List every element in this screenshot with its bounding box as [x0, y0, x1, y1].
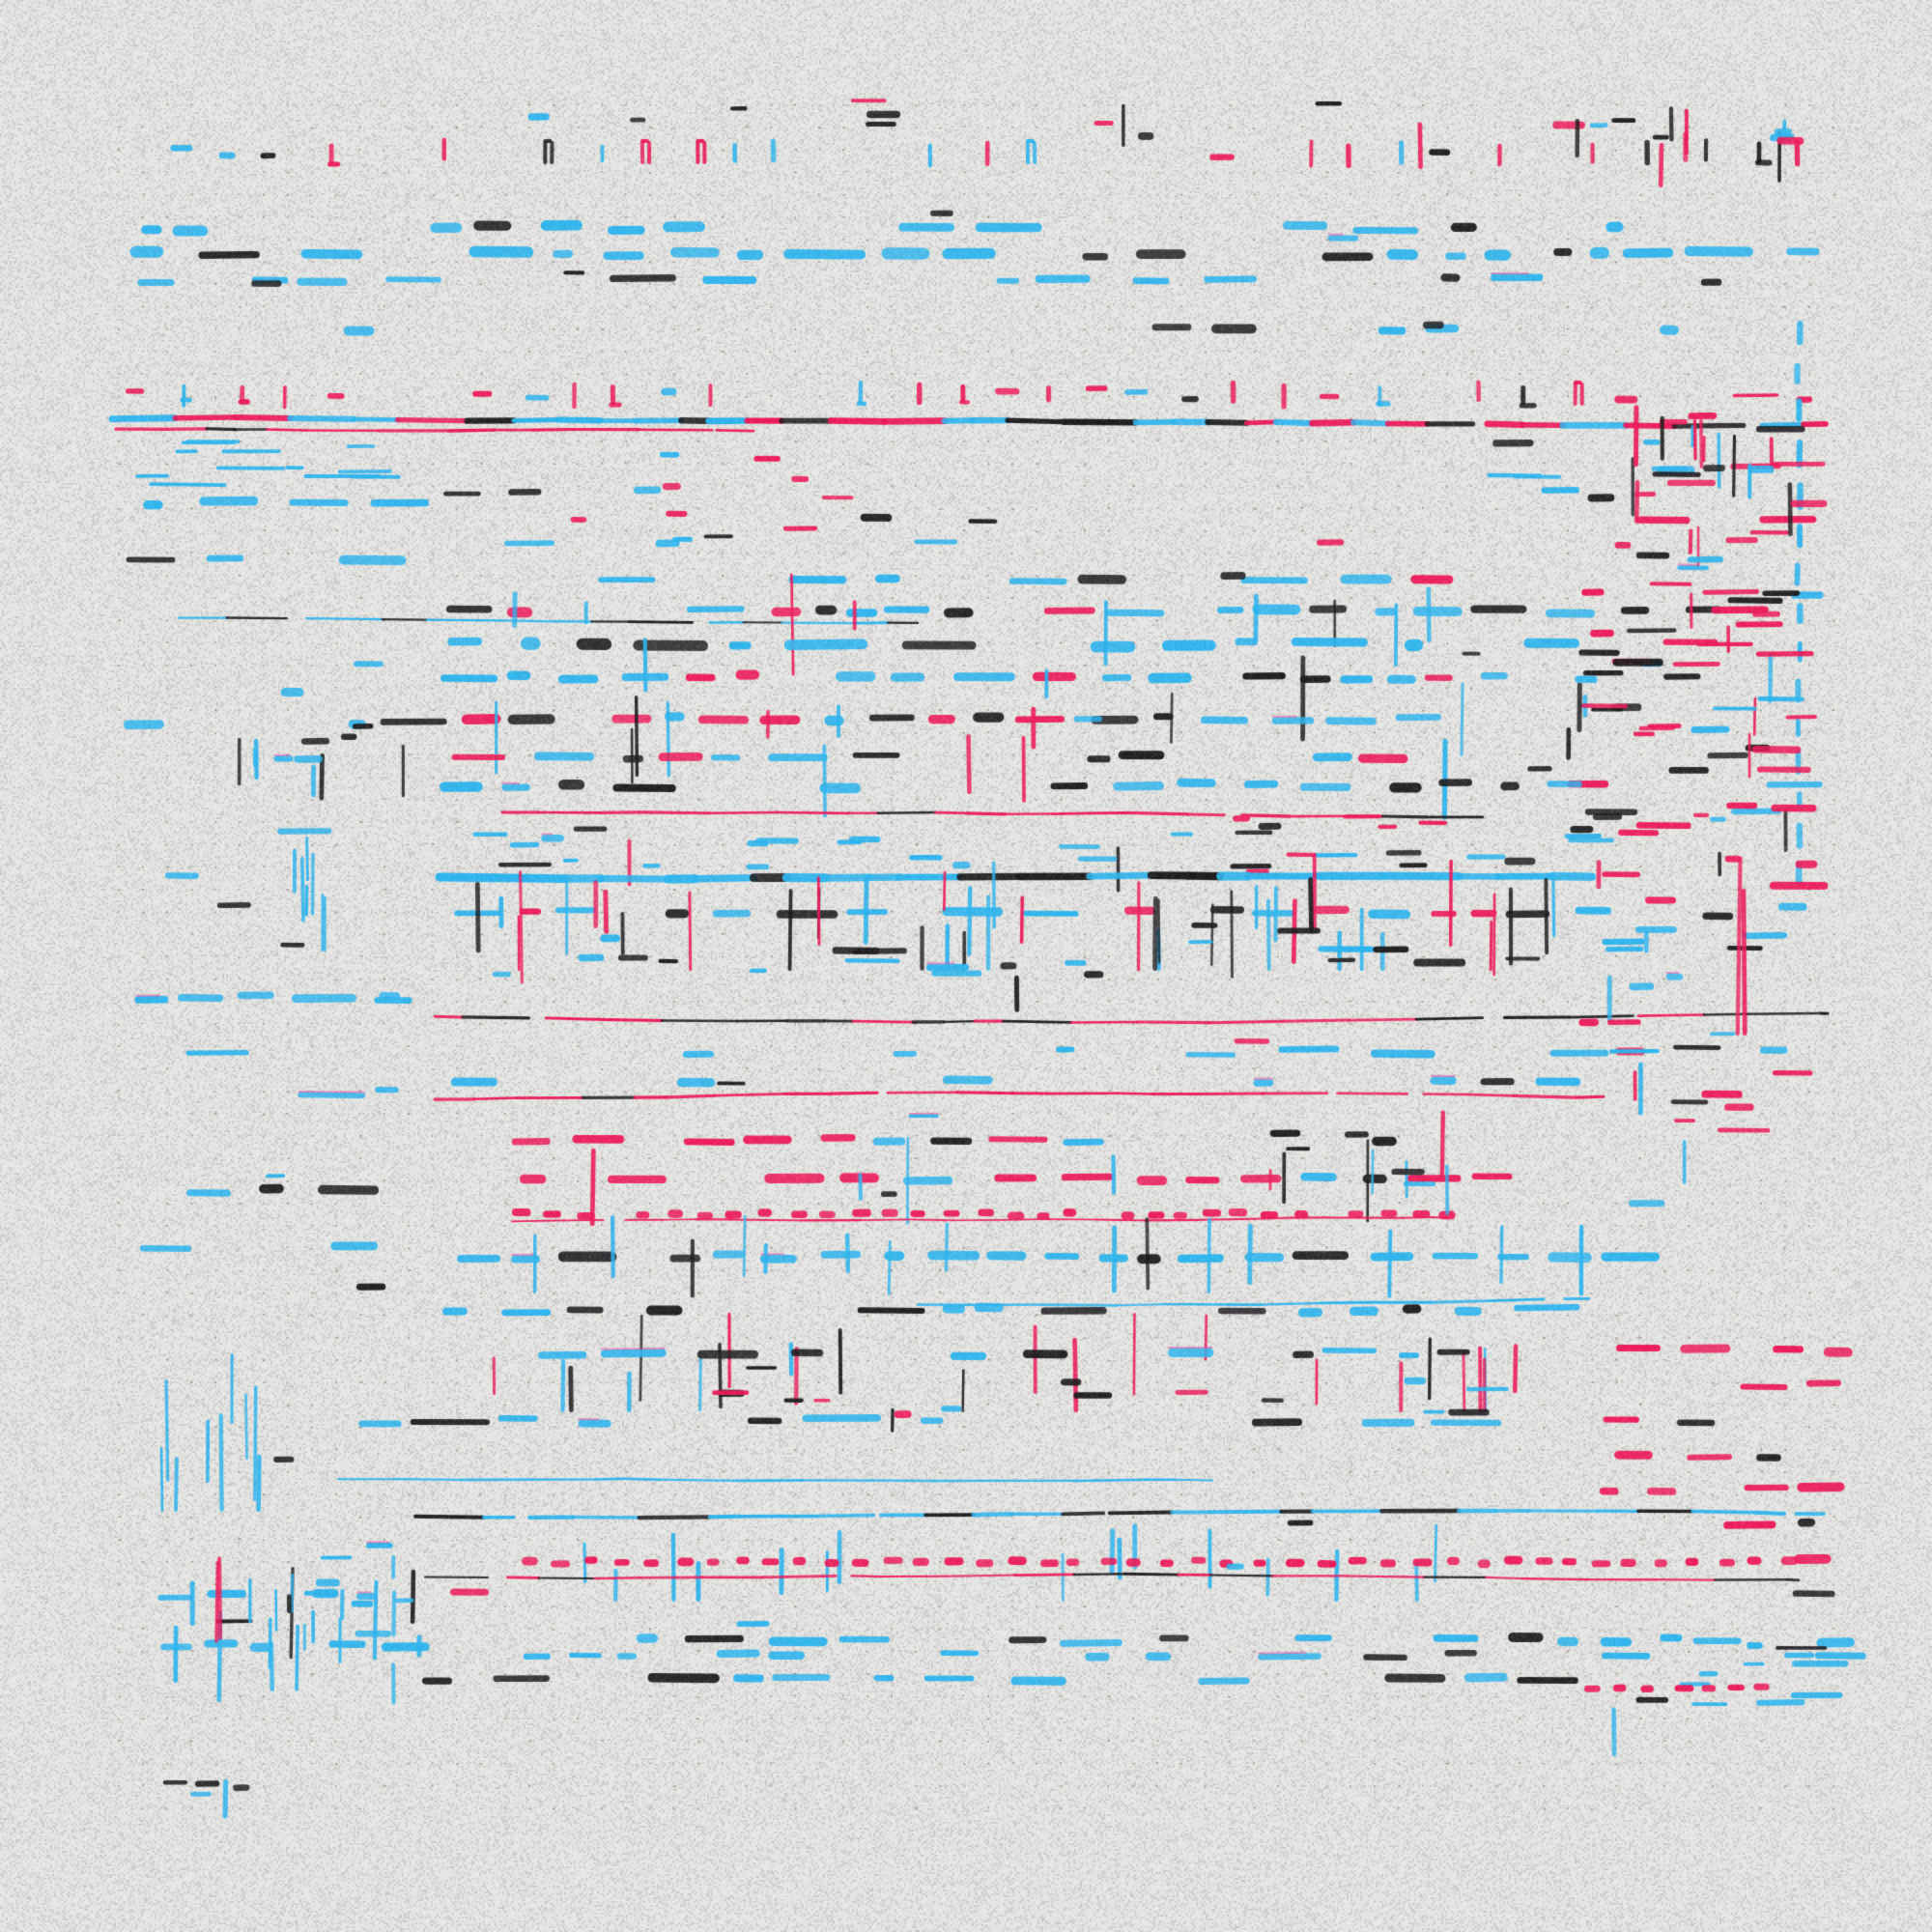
generative-plotter-canvas — [0, 0, 1932, 1932]
artwork — [0, 0, 1932, 1932]
